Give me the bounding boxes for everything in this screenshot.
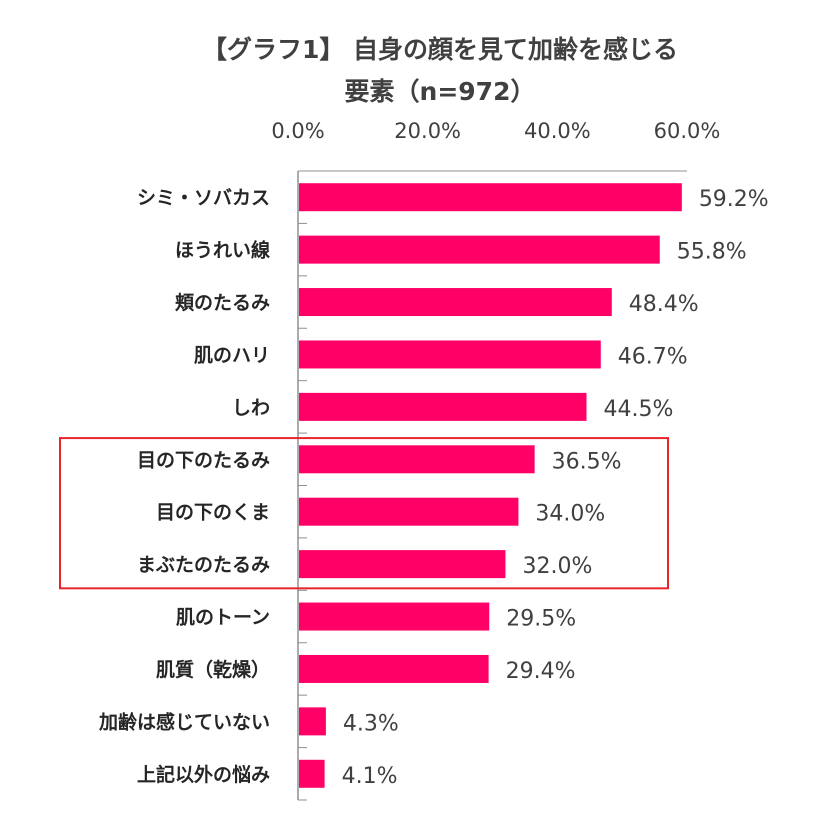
category-label: 肌質（乾燥） [156, 658, 270, 681]
bar [299, 602, 490, 631]
data-label: 29.5% [506, 607, 576, 632]
category-label: しわ [232, 397, 270, 419]
bar [299, 392, 587, 421]
bar [299, 445, 535, 474]
data-label: 59.2% [699, 187, 769, 212]
category-label: 肌のトーン [176, 607, 270, 629]
x-tick-label: 60.0% [654, 119, 721, 143]
category-label: 加齢は感じていない [98, 710, 270, 733]
data-label: 44.5% [604, 397, 674, 422]
x-tick-label: 20.0% [394, 119, 461, 143]
x-tick-label: 40.0% [524, 119, 591, 143]
category-label: ほうれい線 [175, 239, 270, 262]
category-label: 頬のたるみ [175, 291, 270, 314]
category-label: 目の下のくま [156, 502, 270, 524]
bar [299, 183, 682, 212]
category-label: まぶたのたるみ [137, 554, 270, 576]
x-tick-label: 0.0% [271, 119, 324, 143]
data-label: 29.4% [506, 659, 576, 684]
data-label: 48.4% [629, 292, 699, 317]
data-label: 4.1% [342, 764, 398, 789]
bar [299, 550, 506, 579]
bar [299, 288, 612, 317]
data-label: 32.0% [522, 554, 592, 579]
bar [299, 759, 325, 788]
data-label: 34.0% [535, 502, 605, 527]
data-label: 36.5% [552, 449, 622, 474]
data-label: 46.7% [618, 344, 688, 369]
highlight-box [59, 437, 669, 590]
category-label: 肌のハリ [194, 344, 270, 366]
data-label: 4.3% [343, 711, 399, 736]
bar [299, 235, 660, 264]
category-label: シミ・ソバカス [137, 187, 270, 209]
category-label: 目の下のたるみ [137, 449, 270, 471]
data-label: 55.8% [677, 240, 747, 265]
bar [299, 497, 519, 526]
bar [299, 654, 489, 683]
bar [299, 340, 601, 369]
category-label: 上記以外の悩み [137, 763, 270, 786]
chart-title-line1: 【グラフ1】 自身の顔を見て加齢を感じる [202, 35, 678, 64]
bar [299, 707, 326, 736]
chart-title-line2: 要素（n=972） [345, 77, 536, 106]
